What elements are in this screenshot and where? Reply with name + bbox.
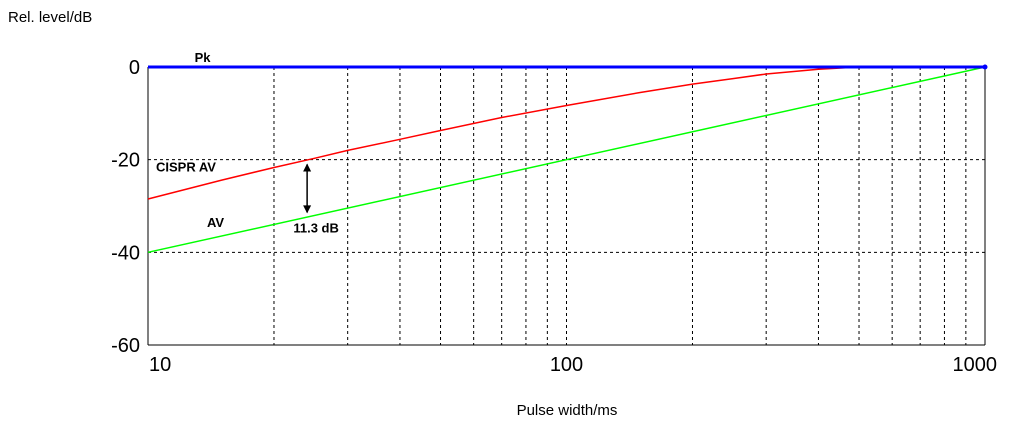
x-tick-label: 10 (149, 354, 171, 376)
y-tick-label: -60 (111, 335, 140, 357)
y-tick-label: 0 (129, 57, 140, 79)
y-tick-label: -20 (111, 150, 140, 172)
difference-label: 11.3 dB (293, 220, 339, 235)
grid (148, 67, 985, 345)
series-label-av: AV (207, 215, 224, 230)
arrowhead-down (303, 205, 312, 214)
x-axis-title: Pulse width/ms (517, 402, 618, 419)
tick-labels: 0 -20 -40 -60 10 100 1000 (111, 57, 997, 376)
series-label-cispr-av: CISPR AV (156, 159, 216, 174)
axes (147, 67, 986, 346)
series-lines (147, 64, 988, 254)
y-axis-title: Rel. level/dB (8, 9, 92, 26)
series-line-av (147, 66, 986, 254)
annotations: Pk CISPR AV AV 11.3 dB (156, 50, 339, 235)
arrowhead-up (303, 163, 312, 172)
pk-end-marker (982, 64, 988, 70)
x-tick-label: 1000 (953, 354, 998, 376)
series-label-pk: Pk (195, 50, 212, 65)
x-tick-label: 100 (550, 354, 583, 376)
series-line-cispr-av (147, 66, 860, 200)
y-tick-label: -40 (111, 242, 140, 264)
